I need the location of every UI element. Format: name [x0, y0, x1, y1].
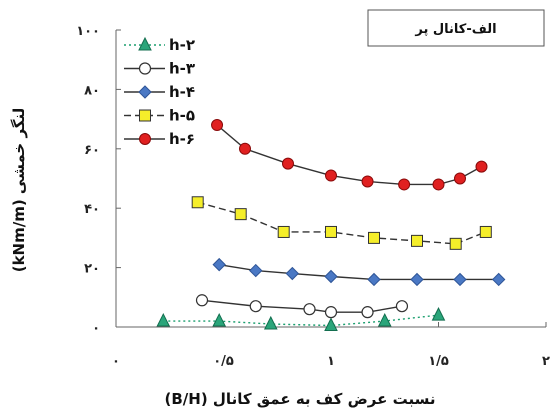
series-line-1	[163, 314, 439, 327]
legend-marker-5	[139, 133, 151, 145]
y-tick-label: ۶۰	[84, 143, 100, 158]
series-line-5	[216, 124, 482, 186]
series-3-point	[367, 272, 381, 287]
legend-marker-3	[138, 85, 152, 99]
series-markers	[156, 119, 506, 332]
series-1-point	[377, 312, 392, 327]
series-5-point	[454, 172, 466, 185]
series-1-point	[263, 315, 278, 330]
panel-title-box: الف-کانال پر	[367, 9, 545, 47]
legend-marker-2	[138, 62, 152, 75]
series-3-point	[212, 257, 226, 272]
series-5-point	[361, 175, 374, 188]
series-4-point	[411, 234, 423, 247]
series-lines	[163, 124, 499, 327]
series-4-point	[234, 208, 247, 221]
series-3-point	[324, 269, 338, 284]
legend-label-5: h-۶	[169, 130, 195, 148]
y-tick-label: ۰	[92, 321, 100, 336]
series-5-point	[282, 157, 294, 170]
series-3-point	[491, 272, 506, 287]
series-5-point	[211, 119, 224, 132]
ticks: ۰ ۲۰ ۴۰ ۶۰ ۸۰ ۱۰۰ ۰ ۰/۵ ۱ ۱/۵ ۲	[76, 24, 550, 369]
series-line-4	[197, 201, 487, 245]
x-tick-label: ۱	[327, 354, 335, 369]
series-4-point	[449, 237, 462, 250]
x-tick-label: ۲	[542, 354, 550, 369]
series-3-point	[453, 272, 467, 287]
series-4-point	[479, 225, 492, 238]
x-tick-label: ۰/۵	[213, 354, 234, 369]
series-2-point	[395, 300, 409, 313]
series-4-point	[325, 225, 337, 238]
series-1-point	[324, 317, 338, 332]
series-5-point	[239, 142, 251, 155]
legend-label-1: h-۲	[169, 36, 195, 54]
series-5-point	[475, 160, 488, 173]
y-tick-label: ۸۰	[84, 83, 100, 98]
legend-label-4: h-۵	[169, 107, 195, 125]
legend-marker-1	[138, 36, 152, 51]
series-4-point	[191, 196, 204, 209]
y-axis-title: لنگر خمشی (kNm/m)	[10, 108, 28, 273]
x-tick-label: ۰	[112, 354, 120, 369]
series-2-point	[361, 306, 374, 319]
series-2-point	[249, 300, 262, 313]
series-3-point	[285, 266, 300, 281]
panel-title: الف-کانال پر	[414, 22, 496, 37]
series-2-point	[324, 306, 338, 319]
series-5-point	[325, 169, 337, 182]
series-1-point	[431, 307, 446, 321]
y-tick-label: ۴۰	[84, 202, 100, 217]
series-4-point	[368, 231, 380, 244]
series-2-point	[195, 294, 209, 307]
y-tick-label: ۱۰۰	[76, 24, 100, 39]
legend: h-۲ h-۳ h-۴ h-۵ h-۶	[124, 36, 195, 148]
series-4-point	[277, 225, 290, 238]
series-2-point	[303, 303, 316, 316]
x-tick-label: ۱/۵	[428, 354, 449, 369]
series-1-point	[212, 312, 227, 327]
series-5-point	[398, 178, 411, 191]
series-3-point	[249, 263, 263, 278]
legend-label-3: h-۴	[169, 83, 195, 101]
y-tick-label: ۲۰	[84, 262, 100, 277]
series-3-point	[410, 272, 424, 287]
panel-title-frame	[367, 9, 545, 47]
series-5-point	[432, 178, 445, 191]
x-axis-title: نسبت عرض کف به عمق کانال (B/H)	[165, 390, 436, 408]
series-1-point	[156, 312, 171, 327]
legend-label-2: h-۳	[169, 60, 195, 78]
legend-marker-4	[139, 109, 151, 122]
